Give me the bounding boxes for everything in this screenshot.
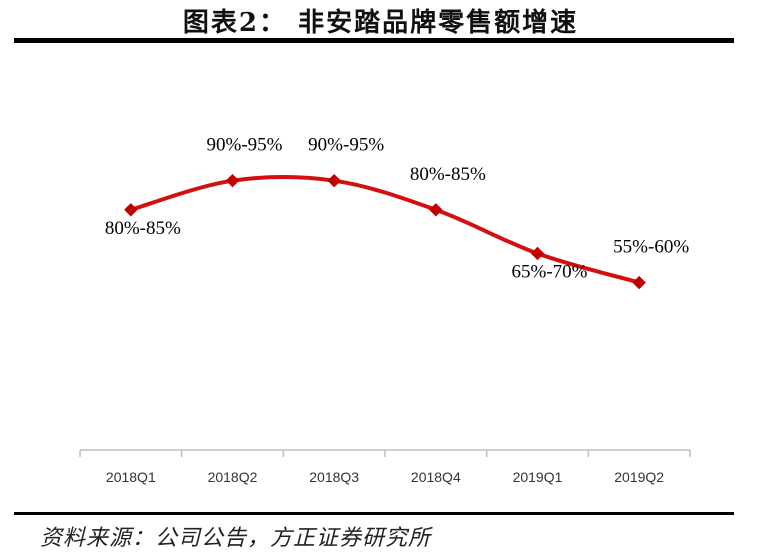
source-note: 资料来源：公司公告，方正证券研究所: [40, 526, 432, 551]
data-label: 90%-95%: [308, 135, 384, 156]
x-tick-label: 2018Q3: [309, 469, 359, 485]
x-tick-label: 2018Q4: [411, 469, 461, 485]
title-divider: [14, 38, 734, 43]
series-line: [128, 175, 642, 285]
data-label: 90%-95%: [207, 135, 283, 156]
data-point-marker: [632, 275, 646, 290]
data-point-marker: [429, 203, 443, 217]
x-tick-label: 2018Q1: [106, 469, 156, 485]
data-label: 80%-85%: [410, 164, 486, 185]
data-label: 65%-70%: [512, 261, 588, 282]
x-tick-label: 2018Q2: [208, 469, 258, 485]
x-tick-label: 2019Q1: [513, 469, 563, 485]
figure-title: 图表2： 非安踏品牌零售额增速: [182, 8, 579, 38]
data-point-marker: [530, 246, 545, 261]
data-point-marker: [124, 203, 138, 217]
data-point-marker: [327, 173, 341, 188]
data-label: 80%-85%: [105, 218, 181, 239]
data-point-marker: [225, 173, 240, 188]
x-tick-label: 2019Q2: [614, 469, 664, 485]
source-divider: [14, 512, 734, 515]
data-label: 55%-60%: [613, 237, 689, 258]
